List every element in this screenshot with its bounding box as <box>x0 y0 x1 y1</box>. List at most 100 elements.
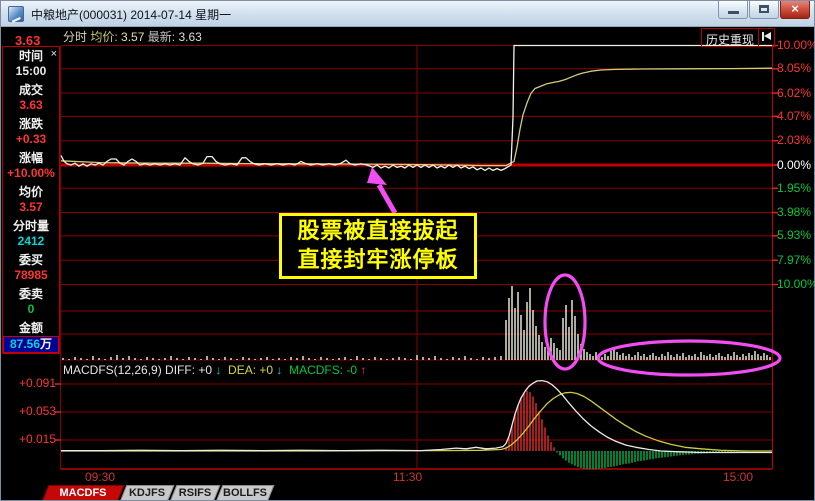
close-button[interactable]: × <box>780 1 810 19</box>
macd-histogram-bar <box>586 451 588 470</box>
volume-bar <box>637 352 639 360</box>
macd-histogram-bar <box>604 451 606 468</box>
volume-bar <box>586 352 588 360</box>
macd-header: MACDFS(12,26,9) DIFF: +0 ↓ DEA: +0 ↓ MAC… <box>63 364 366 376</box>
quote-label: 时间 <box>18 49 43 63</box>
macd-histogram-bar <box>547 435 549 451</box>
quote-value: 0 <box>27 302 35 316</box>
macd-histogram-bar <box>724 451 726 453</box>
volume-bar <box>146 357 148 360</box>
macd-histogram-bar <box>580 451 582 468</box>
volume-bar <box>571 300 573 360</box>
macd-axis-label: +0.053 <box>18 404 56 418</box>
tab-kdjfs[interactable]: KDJFS <box>119 485 175 500</box>
volume-bar <box>194 358 196 360</box>
quote-value: 3.57 <box>19 200 43 214</box>
right-axis-label: 8.05% <box>777 61 812 75</box>
volume-bar <box>559 350 561 360</box>
macd-histogram-bar <box>526 390 528 451</box>
quote-value: 87.56万 <box>3 336 59 353</box>
tab-label: RSIFS <box>178 487 212 499</box>
macd-histogram-bar <box>631 451 633 463</box>
volume-bar <box>562 318 564 360</box>
volume-bar <box>517 292 519 360</box>
volume-bar <box>302 356 304 360</box>
macd-histogram-bar <box>679 451 681 456</box>
macd-histogram-bar <box>730 451 732 453</box>
volume-bar <box>344 357 346 360</box>
volume-bar <box>230 358 232 360</box>
macd-histogram-bar <box>568 451 570 463</box>
macd-header-part: MACDFS(12,26,9) DIFF: +0 <box>63 363 216 377</box>
volume-bar <box>380 358 382 360</box>
volume-bar <box>158 359 160 360</box>
macd-histogram-bar <box>736 451 738 452</box>
volume-bar <box>706 356 708 360</box>
macd-histogram-bar <box>571 451 573 465</box>
volume-bar <box>458 358 460 360</box>
volume-bar <box>631 357 633 360</box>
volume-bar <box>242 357 244 360</box>
volume-bar <box>505 320 507 360</box>
volume-bar <box>541 342 543 360</box>
quote-label: 分时量 <box>12 219 49 233</box>
volume-bar <box>212 358 214 360</box>
volume-bar <box>254 359 256 360</box>
macd-histogram-bar <box>514 414 516 451</box>
volume-bar <box>649 355 651 360</box>
minimize-button[interactable] <box>718 1 748 19</box>
macd-histogram-bar <box>643 451 645 461</box>
macd-header-part: ↓ <box>215 363 222 377</box>
quote-value: +0.33 <box>15 132 47 146</box>
volume-bar <box>392 358 394 360</box>
volume-bar <box>640 356 642 360</box>
volume-bar <box>625 356 627 360</box>
title-bar: 中粮地产(000031) 2014-07-14 星期一 × <box>1 1 814 27</box>
tab-macdfs[interactable]: MACDFS <box>41 485 125 500</box>
macd-histogram-bar <box>550 442 552 451</box>
volume-bar <box>754 351 756 360</box>
tab-bollfs[interactable]: BOLLFS <box>215 485 275 500</box>
volume-bar <box>134 358 136 360</box>
volume-bar <box>550 338 552 360</box>
volume-bar <box>398 357 400 360</box>
maximize-button[interactable] <box>749 1 779 19</box>
history-replay-button[interactable]: 历史重现 <box>702 29 760 47</box>
tab-rsifs[interactable]: RSIFS <box>169 485 221 500</box>
volume-bar <box>604 354 606 360</box>
volume-bar <box>538 335 540 360</box>
volume-bar <box>356 356 358 360</box>
skip-to-start-icon[interactable] <box>759 29 774 46</box>
macd-histogram-bar <box>625 451 627 464</box>
macd-histogram-bar <box>661 451 663 458</box>
macd-histogram-bar <box>685 451 687 455</box>
volume-bar <box>338 358 340 360</box>
macd-histogram-bar <box>556 451 558 453</box>
volume-bar <box>248 358 250 360</box>
highlight-ellipse <box>543 273 587 371</box>
time-axis-label: 11:30 <box>393 470 423 484</box>
volume-bar <box>736 355 738 360</box>
volume-bar <box>404 358 406 360</box>
volume-bar <box>691 356 693 360</box>
volume-bar <box>488 358 490 360</box>
quote-value: 78985 <box>14 268 48 282</box>
volume-bar <box>74 357 76 360</box>
macd-histogram-bar <box>562 451 564 459</box>
volume-bar <box>628 354 630 360</box>
volume-bar <box>236 359 238 360</box>
volume-bar <box>523 330 525 360</box>
volume-bar <box>607 356 609 360</box>
volume-bar <box>494 357 496 360</box>
volume-bar <box>362 358 364 360</box>
volume-bar <box>529 288 531 360</box>
macd-histogram-bar <box>523 392 525 451</box>
right-axis-label: 1.95% <box>777 181 812 195</box>
panel-close-icon[interactable]: × <box>50 48 57 60</box>
volume-bar <box>556 348 558 360</box>
window-title: 中粮地产(000031) 2014-07-14 星期一 <box>31 8 232 22</box>
right-axis-label: 2.03% <box>777 133 812 147</box>
volume-bar <box>508 298 510 360</box>
quote-label: 均价 <box>18 185 43 199</box>
volume-bar <box>332 359 334 360</box>
